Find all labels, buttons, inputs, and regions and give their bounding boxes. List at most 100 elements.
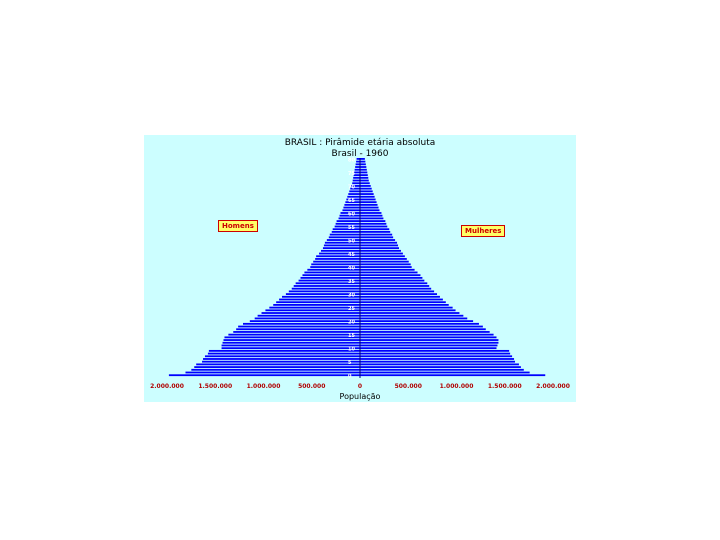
- bar-homens: [222, 341, 360, 344]
- bar-mulheres: [360, 247, 399, 250]
- y-tick-label: 25: [348, 306, 355, 312]
- y-tick-label: 75: [348, 171, 355, 177]
- bar-homens: [346, 198, 360, 201]
- bar-mulheres: [360, 168, 367, 171]
- bar-mulheres: [360, 333, 494, 336]
- bar-mulheres: [360, 301, 446, 304]
- bar-homens: [315, 258, 360, 260]
- bar-homens: [300, 276, 360, 279]
- bar-mulheres: [360, 160, 366, 163]
- bar-homens: [204, 355, 360, 358]
- bar-homens: [328, 236, 360, 239]
- bar-homens: [343, 206, 360, 209]
- bar-homens: [356, 160, 360, 163]
- bar-homens: [288, 290, 360, 293]
- bar-mulheres: [360, 179, 369, 182]
- bar-mulheres: [360, 163, 366, 166]
- bar-homens: [323, 244, 360, 247]
- bar-mulheres: [360, 214, 383, 217]
- bar-homens: [285, 293, 360, 295]
- bar-homens: [351, 185, 360, 187]
- bar-homens: [257, 314, 360, 317]
- bar-homens: [353, 176, 360, 179]
- bar-mulheres: [360, 320, 474, 323]
- y-tick-label: 10: [348, 347, 355, 353]
- bar-mulheres: [360, 174, 368, 177]
- bar-homens: [321, 249, 360, 252]
- bar-homens: [319, 252, 360, 255]
- bar-mulheres: [360, 374, 546, 377]
- x-tick-label: 0: [358, 383, 362, 390]
- y-tick-label: 65: [348, 198, 355, 204]
- bar-homens: [236, 328, 360, 331]
- bar-mulheres: [360, 217, 384, 220]
- bar-homens: [356, 158, 360, 160]
- bar-homens: [313, 260, 360, 263]
- bar-homens: [342, 209, 360, 212]
- bar-mulheres: [360, 176, 369, 179]
- y-tick-label: 50: [348, 238, 355, 244]
- bar-mulheres: [360, 201, 377, 204]
- bar-homens: [273, 304, 360, 306]
- bar-mulheres: [360, 347, 497, 350]
- bar-mulheres: [360, 358, 515, 360]
- bar-homens: [334, 225, 360, 228]
- bar-mulheres: [360, 266, 412, 268]
- bar-mulheres: [360, 304, 449, 306]
- bar-mulheres: [360, 195, 375, 198]
- bar-homens: [326, 239, 360, 241]
- bar-homens: [335, 222, 360, 225]
- bar-homens: [208, 349, 360, 352]
- bar-homens: [224, 336, 360, 339]
- bar-mulheres: [360, 355, 513, 358]
- bar-homens: [276, 301, 360, 304]
- bar-mulheres: [360, 285, 430, 287]
- bar-homens: [298, 279, 360, 282]
- chart-subtitle: Brasil - 1960: [331, 149, 389, 159]
- bar-homens: [295, 282, 360, 285]
- bar-mulheres: [360, 212, 382, 214]
- bar-mulheres: [360, 252, 403, 255]
- bar-mulheres: [360, 366, 521, 368]
- x-tick-label: 1.500.000: [198, 383, 232, 390]
- bar-homens: [354, 171, 360, 174]
- bar-mulheres: [360, 279, 425, 282]
- y-tick-label: 60: [348, 211, 355, 217]
- y-tick-label: 0: [348, 374, 352, 380]
- bar-homens: [345, 201, 360, 204]
- bar-mulheres: [360, 344, 498, 347]
- bar-mulheres: [360, 166, 367, 168]
- bar-mulheres: [360, 228, 390, 231]
- bar-homens: [332, 228, 360, 231]
- pyramid-plot: 0 5 10 15 20 25 30 35 40 45 50 55 60 65 70 75 80 2.000.00…: [150, 157, 570, 390]
- bar-homens: [349, 190, 360, 193]
- bar-homens: [353, 174, 360, 177]
- bar-mulheres: [360, 260, 409, 263]
- bar-mulheres: [360, 203, 378, 206]
- bar-homens: [339, 214, 360, 217]
- bar-mulheres: [360, 258, 407, 260]
- legend-homens: Homens: [218, 220, 258, 232]
- bar-homens: [243, 322, 360, 325]
- bar-mulheres: [360, 368, 524, 371]
- bar-homens: [185, 371, 360, 374]
- x-tick-label: 1.000.000: [440, 383, 474, 390]
- bar-mulheres: [360, 309, 456, 312]
- bar-mulheres: [360, 255, 405, 258]
- bar-homens: [238, 325, 360, 328]
- y-tick-label: 40: [348, 266, 355, 272]
- bar-mulheres: [360, 298, 443, 301]
- bar-mulheres: [360, 206, 379, 209]
- y-tick-label: 35: [348, 279, 355, 285]
- bar-homens: [338, 217, 360, 220]
- bar-homens: [354, 168, 360, 171]
- bar-homens: [223, 339, 360, 341]
- y-tick-label: 45: [348, 252, 355, 258]
- x-tick-label: 1.500.000: [488, 383, 522, 390]
- bar-mulheres: [360, 363, 519, 366]
- chart-title: BRASIL : Pirâmide etária absoluta: [284, 138, 436, 148]
- x-tick-label: 1.000.000: [247, 383, 281, 390]
- bar-mulheres: [360, 312, 460, 314]
- bar-homens: [307, 268, 360, 271]
- bar-mulheres: [360, 371, 530, 374]
